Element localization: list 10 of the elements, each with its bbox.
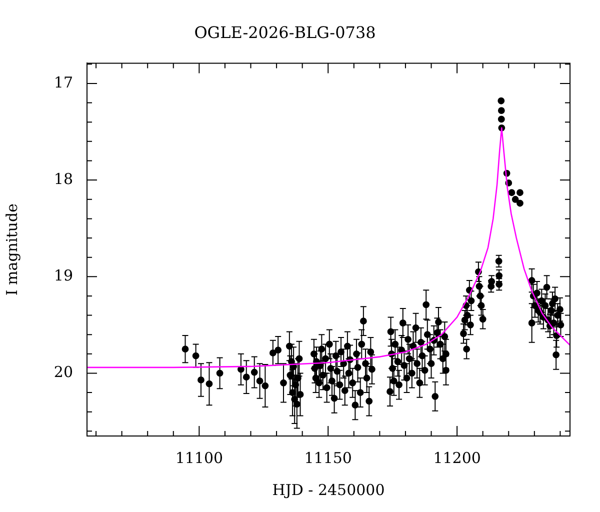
x-tick-label: 11200 bbox=[433, 448, 481, 467]
y-axis-title: I magnitude bbox=[2, 203, 21, 296]
x-axis-title: HJD - 2450000 bbox=[272, 480, 385, 499]
y-tick-label: 20 bbox=[54, 363, 73, 382]
y-tick-label: 17 bbox=[54, 73, 73, 92]
x-tick-label: 11100 bbox=[175, 448, 224, 467]
y-tick-label: 18 bbox=[54, 170, 73, 188]
y-tick-label: 19 bbox=[54, 266, 73, 285]
x-tick-label: 11150 bbox=[304, 448, 352, 467]
chart-title: OGLE-2026-BLG-0738 bbox=[194, 22, 376, 42]
